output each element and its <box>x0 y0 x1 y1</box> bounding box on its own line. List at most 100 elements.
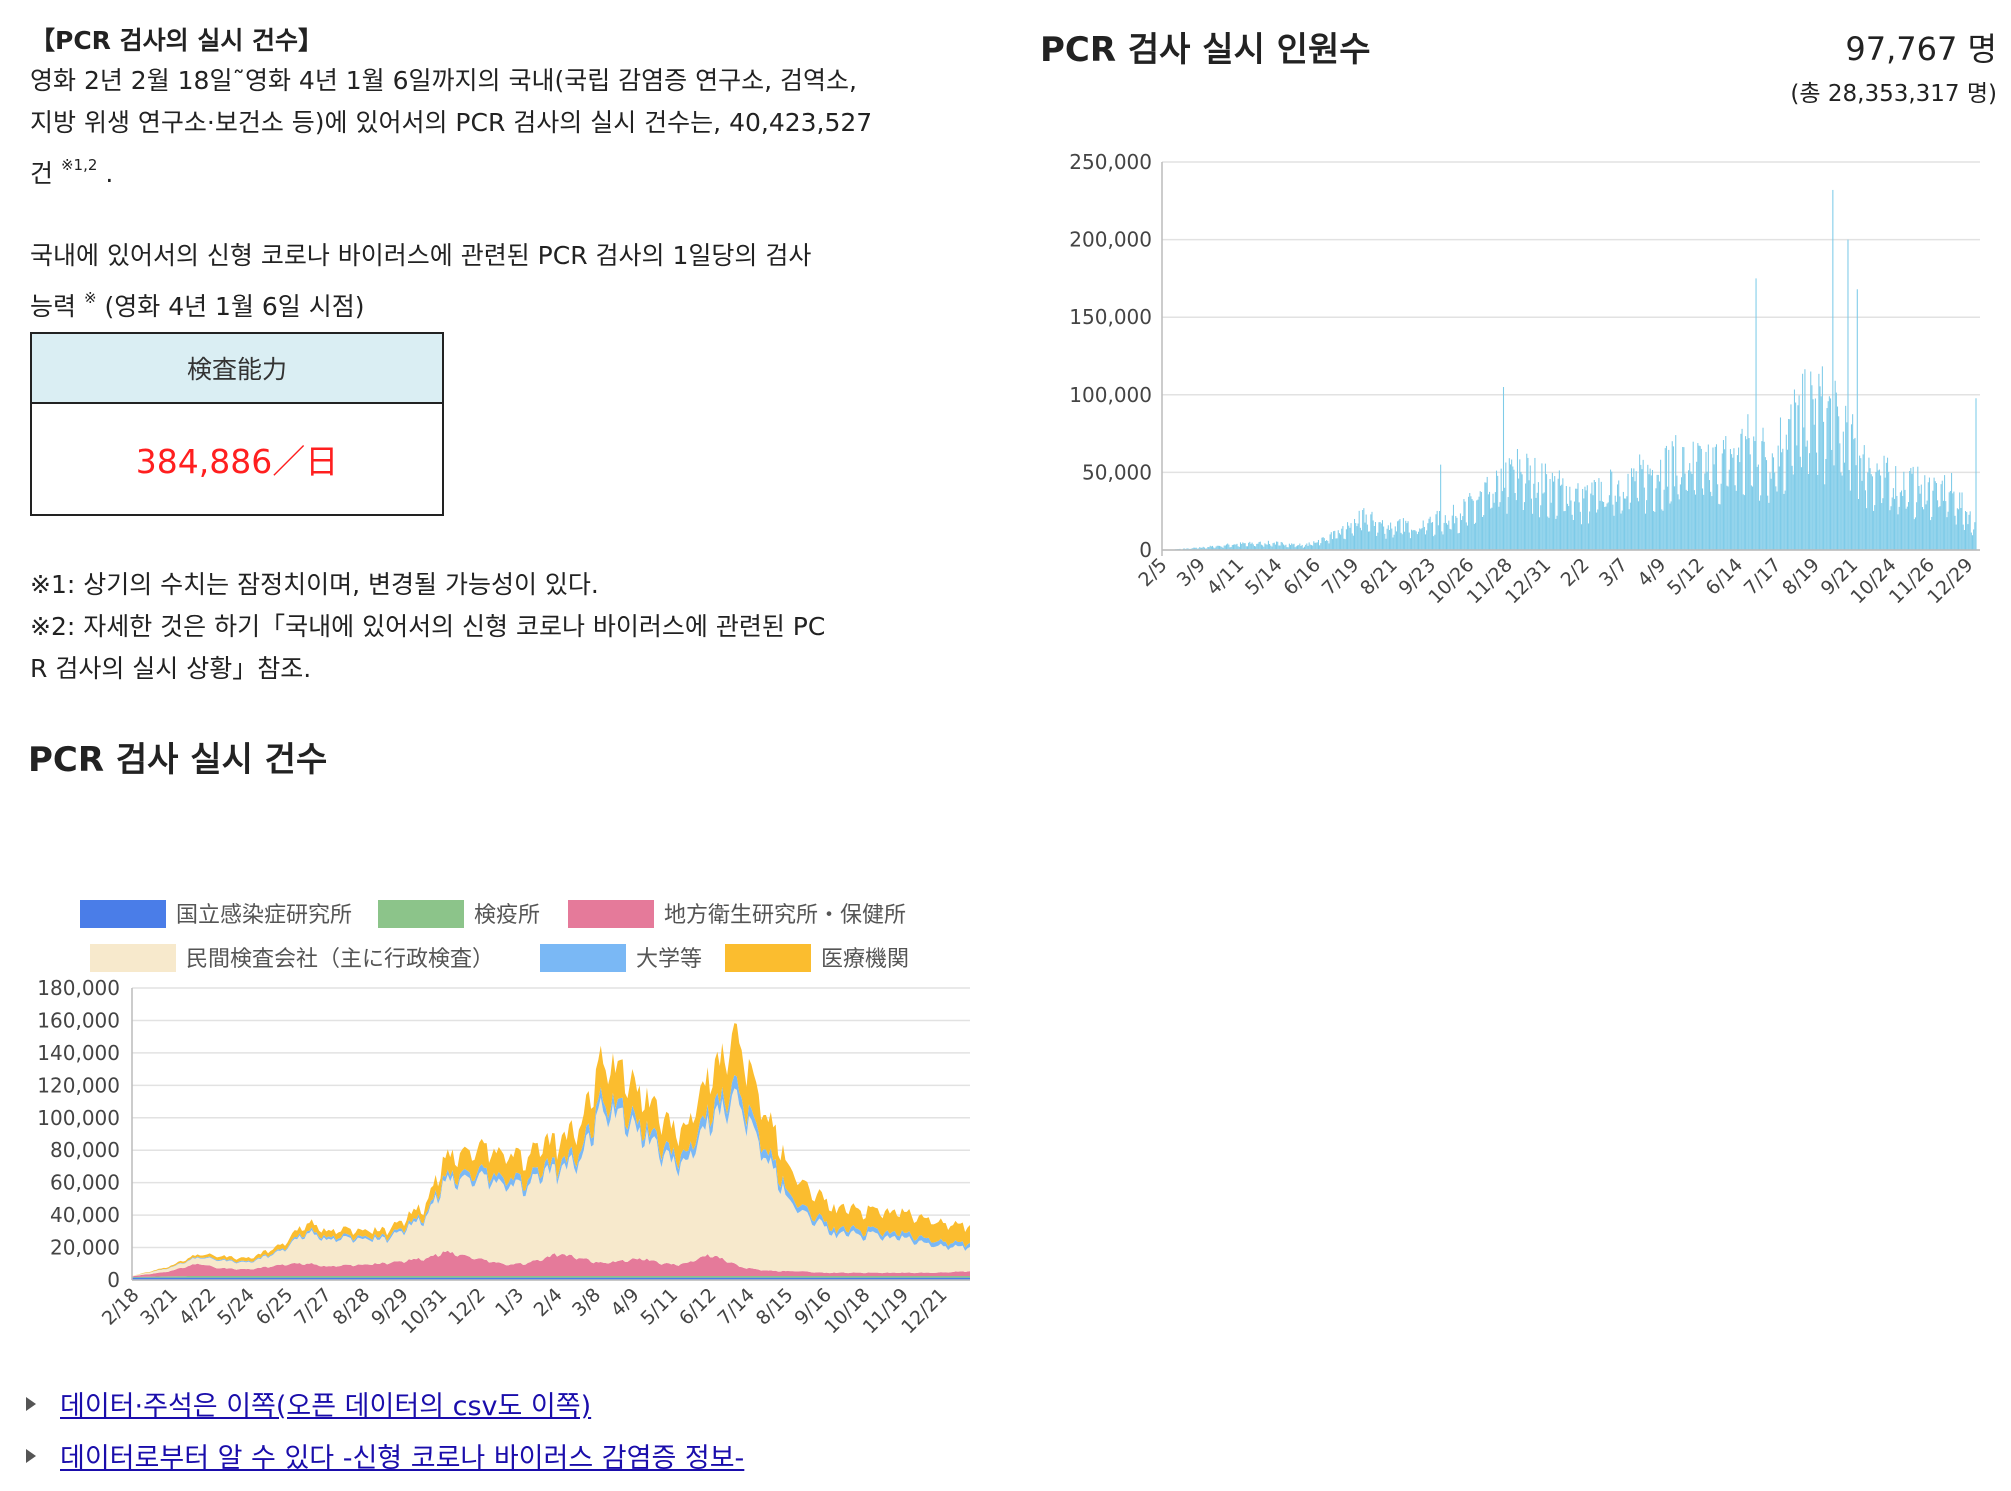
bar <box>1962 524 1964 550</box>
bar <box>1381 520 1383 550</box>
bar <box>1360 530 1363 550</box>
legend-swatch <box>725 944 811 972</box>
bar <box>1568 506 1570 550</box>
bar <box>1497 475 1499 550</box>
bar <box>1788 419 1790 550</box>
bar <box>1810 371 1812 550</box>
bar <box>1750 485 1752 550</box>
bar <box>1289 545 1292 550</box>
bar <box>1277 541 1279 550</box>
bar-x-tick-label: 4/11 <box>1203 554 1249 600</box>
bar <box>1617 484 1619 550</box>
bar <box>1762 427 1764 550</box>
bar <box>1419 528 1421 550</box>
covid-info-link[interactable]: 데이터로부터 알 수 있다 -신형 코로나 바이러스 감염증 정보- <box>60 1443 745 1474</box>
bar <box>1272 543 1274 550</box>
bar <box>1405 520 1407 550</box>
bar <box>1829 398 1832 550</box>
bar <box>1336 538 1338 550</box>
bar <box>1603 502 1605 550</box>
bar <box>1867 472 1869 550</box>
area-y-tick-label: 0 <box>107 1268 120 1292</box>
bar <box>1624 498 1626 550</box>
pcr-people-chart-title: PCR 검사 실시 인원수 <box>1040 30 1371 70</box>
bar <box>1748 438 1750 550</box>
bar <box>1421 528 1423 550</box>
bar <box>1683 447 1685 550</box>
bar-x-tick-label: 2/2 <box>1557 554 1594 591</box>
bar <box>1433 536 1435 550</box>
area-x-tick-label: 3/21 <box>136 1284 182 1330</box>
bar <box>1349 527 1351 550</box>
bar <box>1613 515 1615 550</box>
bar <box>1947 511 1949 550</box>
bar <box>1778 466 1780 550</box>
bar <box>1804 369 1806 550</box>
bar <box>1559 485 1562 550</box>
bar <box>1553 481 1555 550</box>
bar <box>1768 502 1770 550</box>
bar <box>1887 457 1889 550</box>
bar <box>1736 455 1738 550</box>
bar <box>1707 444 1709 550</box>
bar <box>1201 547 1203 550</box>
bar <box>1344 539 1346 550</box>
bar <box>1543 492 1545 550</box>
bar <box>1813 424 1815 550</box>
capacity-line1: 국내에 있어서의 신형 코로나 바이러스에 관련된 PCR 검사의 1일당의 검… <box>30 241 812 270</box>
pcr-count-heading: 【PCR 검사의 실시 건수】 <box>30 26 324 55</box>
note-2-line2: R 검사의 실시 상황」참조. <box>30 654 312 683</box>
bar <box>1812 399 1814 550</box>
bar <box>1315 542 1317 550</box>
bar <box>1526 453 1528 550</box>
bar <box>1675 435 1677 550</box>
bar <box>1440 464 1442 550</box>
bar <box>1556 515 1558 550</box>
bar <box>1777 445 1779 550</box>
bar <box>1547 516 1549 550</box>
bar <box>1252 544 1254 550</box>
bar <box>1270 545 1272 550</box>
bar <box>1342 526 1344 550</box>
bar <box>1790 404 1792 550</box>
bar <box>1820 396 1822 550</box>
bar <box>1600 481 1602 550</box>
bar <box>1569 486 1571 550</box>
bar <box>1918 485 1920 550</box>
bar <box>1792 474 1794 550</box>
bar <box>1195 547 1197 550</box>
bar <box>1307 545 1309 550</box>
bar <box>1490 508 1492 550</box>
bar <box>1321 537 1323 550</box>
bar-x-tick-label: 6/14 <box>1702 554 1748 600</box>
bar <box>1793 389 1795 550</box>
bar <box>1684 473 1686 550</box>
bar <box>1533 483 1535 550</box>
bar <box>1946 517 1948 550</box>
bar <box>1296 545 1299 550</box>
bar <box>1710 491 1712 550</box>
pcr-people-bar-chart: 250,000 200,000 150,000 100,000 50,000 0 2/5 3… <box>1069 150 1980 608</box>
bar <box>1669 503 1671 550</box>
bar <box>1913 519 1915 550</box>
bar <box>1262 545 1264 550</box>
bar <box>1436 510 1438 550</box>
bar <box>1827 401 1829 550</box>
bar <box>1928 477 1930 550</box>
bar <box>1729 449 1731 550</box>
bar <box>1369 531 1371 550</box>
bar <box>1295 546 1297 550</box>
bar <box>1834 380 1836 550</box>
bar <box>1885 462 1887 550</box>
bar <box>1937 500 1939 550</box>
area-y-tick-label: 20,000 <box>50 1236 120 1260</box>
bar <box>1816 452 1818 550</box>
left-column: 【PCR 검사의 실시 건수】 영화 2년 2월 18일˜영화 4년 1월 6일… <box>30 22 990 690</box>
bar <box>1413 529 1415 550</box>
bar <box>1832 189 1834 550</box>
bar <box>1471 499 1473 550</box>
data-notes-link[interactable]: 데이터·주석은 이쪽(오픈 데이터의 csv도 이쪽) <box>60 1391 592 1422</box>
bar <box>1192 548 1194 550</box>
bar <box>1423 526 1425 550</box>
legend-swatch <box>378 900 464 928</box>
